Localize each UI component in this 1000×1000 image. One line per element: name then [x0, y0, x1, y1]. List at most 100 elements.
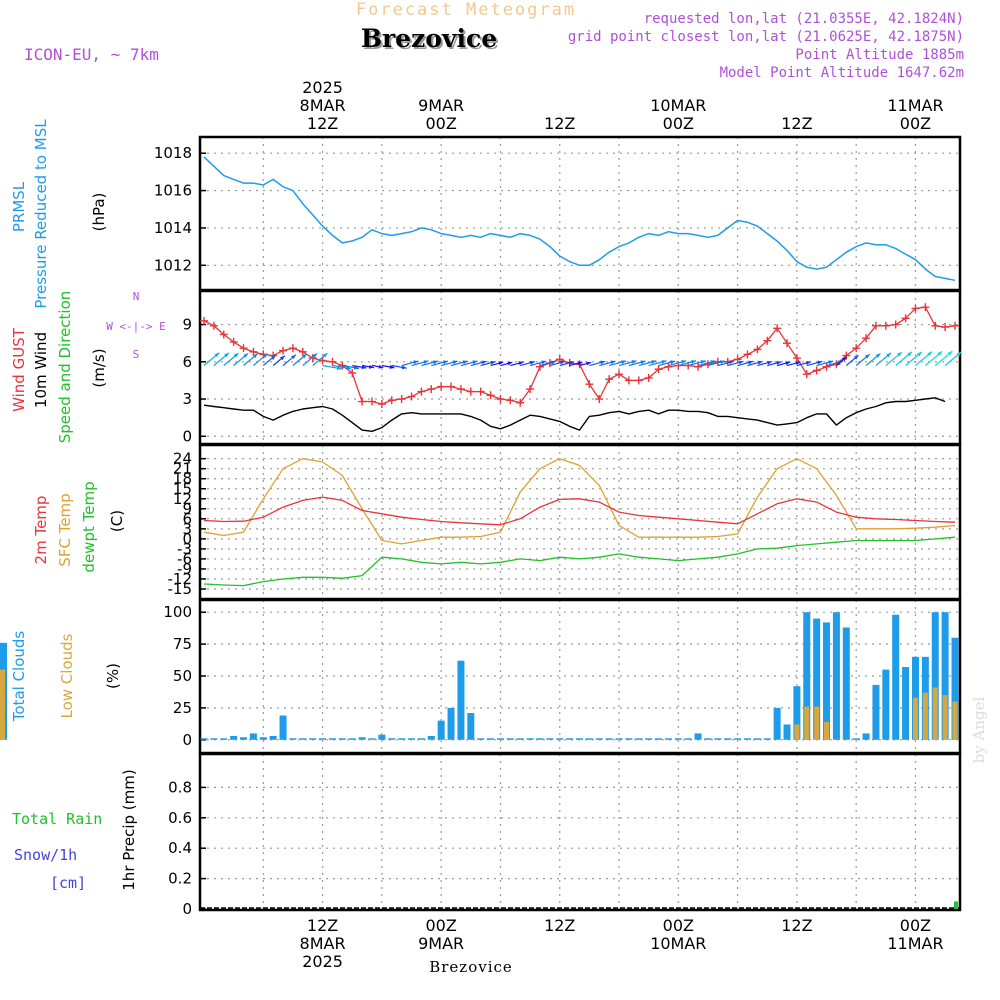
- ytick-label-pressure: 1016: [154, 182, 192, 200]
- ytick-label-temp: -3: [177, 540, 192, 558]
- total-cloud-bar: [210, 738, 218, 740]
- total-cloud-bar: [230, 735, 238, 740]
- gust-marker: [852, 344, 861, 353]
- wind-arrow-head: [864, 354, 870, 359]
- total-cloud-bar: [813, 618, 821, 740]
- wind-arrow-head: [610, 360, 616, 365]
- low-cloud-bar: [922, 692, 928, 740]
- total-cloud-bar: [941, 612, 949, 740]
- gust-marker: [555, 355, 564, 364]
- wind-arrow-head: [291, 354, 296, 360]
- ytick-label-clouds: 0: [182, 731, 192, 749]
- ytick-label-temp: 3: [182, 520, 192, 538]
- ytick-label-pressure: 1018: [154, 144, 192, 162]
- gust-marker: [516, 398, 525, 407]
- time-label-top: 2025: [302, 78, 343, 97]
- total-cloud-bar: [526, 738, 534, 740]
- header: Forecast Meteogram Brezovice Brezovice I…: [24, 0, 988, 976]
- pressure-label-prmsl: PRMSL: [10, 181, 28, 232]
- wind-arrow-head: [442, 360, 448, 365]
- wind-arrow-head: [559, 360, 565, 365]
- gust-marker: [427, 385, 436, 394]
- total-cloud-bar: [467, 713, 475, 740]
- total-cloud-bar: [674, 738, 682, 740]
- wind-arrow-head: [401, 365, 407, 370]
- gust-marker: [358, 397, 367, 406]
- wind-arrow-head: [354, 365, 359, 370]
- wind-arrow-head: [262, 353, 268, 359]
- time-label-bottom: 00Z: [663, 916, 694, 935]
- low-cloud-bar: [804, 706, 810, 740]
- gust-marker: [209, 321, 218, 330]
- total-cloud-bar: [694, 733, 702, 740]
- wind-arrow-head: [472, 360, 478, 365]
- ytick-label-clouds: 75: [173, 635, 192, 653]
- ytick-label-clouds: 100: [163, 603, 192, 621]
- gust-marker: [496, 395, 505, 404]
- wind-arrow-head: [896, 352, 902, 357]
- time-label-bottom: 8MAR: [300, 934, 346, 953]
- total-cloud-bar: [576, 738, 583, 740]
- chart-title: Forecast Meteogram: [356, 0, 576, 20]
- gust-marker: [624, 376, 633, 385]
- low-cloud-bar: [952, 701, 958, 740]
- total-cloud-bar: [289, 738, 297, 740]
- low-cloud-bar: [912, 697, 918, 740]
- compass-s: S: [133, 348, 140, 361]
- time-label-bottom: 9MAR: [418, 934, 464, 953]
- total-cloud-bar: [358, 737, 366, 740]
- wind-arrow-head: [631, 360, 637, 364]
- footer-location: Brezovice: [429, 958, 513, 976]
- gust-marker: [367, 397, 376, 406]
- gust-marker: [763, 336, 772, 345]
- total-cloud-bar: [368, 738, 376, 740]
- wind-arrow-head: [691, 360, 697, 364]
- wind-arrow-head: [322, 353, 328, 358]
- gust-marker: [387, 396, 396, 405]
- wind-arrow-head: [337, 366, 342, 371]
- total-cloud-bar: [328, 738, 336, 740]
- wind-arrow-head: [389, 365, 395, 369]
- total-cloud-bar: [753, 738, 761, 740]
- wind-arrow-head: [569, 360, 575, 365]
- wind-arrow-head: [600, 360, 606, 365]
- total-cloud-bar: [437, 720, 445, 740]
- total-cloud-bar: [724, 738, 732, 740]
- axes-layer: 1012101410161018036924211815129630-3-6-9…: [154, 135, 962, 918]
- gust-marker: [535, 362, 544, 371]
- total-cloud-bar: [200, 738, 208, 740]
- total-cloud-bar: [506, 738, 514, 740]
- gust-marker: [931, 321, 940, 330]
- gust-marker: [466, 387, 475, 396]
- total-cloud-bar: [615, 738, 623, 740]
- plot-layer: [0, 157, 962, 909]
- total-cloud-bar: [931, 612, 939, 740]
- total-cloud-bar: [655, 738, 663, 740]
- time-label-bottom: 11MAR: [887, 934, 943, 953]
- low-cloud-bar: [824, 721, 830, 740]
- gust-marker: [437, 382, 446, 391]
- total-cloud-bar: [516, 738, 524, 740]
- total-cloud-bar: [714, 738, 722, 740]
- total-cloud-bar: [398, 738, 406, 740]
- total-cloud-bar: [852, 738, 860, 740]
- ytick-label-precip: 0.4: [168, 839, 192, 857]
- wind-arrow-head: [413, 360, 419, 365]
- total-cloud-bar: [338, 738, 346, 740]
- wind-arrow-head: [795, 361, 801, 365]
- ytick-label-pressure: 1014: [154, 219, 192, 237]
- wind-arrow-head: [507, 361, 513, 366]
- gust-marker: [585, 380, 594, 389]
- wind-arrow-head: [481, 360, 487, 365]
- watermark: by Angel: [970, 696, 988, 763]
- gust-marker: [901, 314, 910, 323]
- total-cloud-bar: [793, 686, 801, 740]
- wind-arrow-head: [312, 353, 318, 358]
- wind-arrow-head: [842, 356, 847, 362]
- gust-marker: [239, 344, 248, 353]
- time-label-top: 00Z: [900, 114, 931, 133]
- compass-n: N: [133, 290, 140, 303]
- wind-arrow-head: [947, 351, 953, 356]
- total-cloud-bar: [299, 738, 307, 740]
